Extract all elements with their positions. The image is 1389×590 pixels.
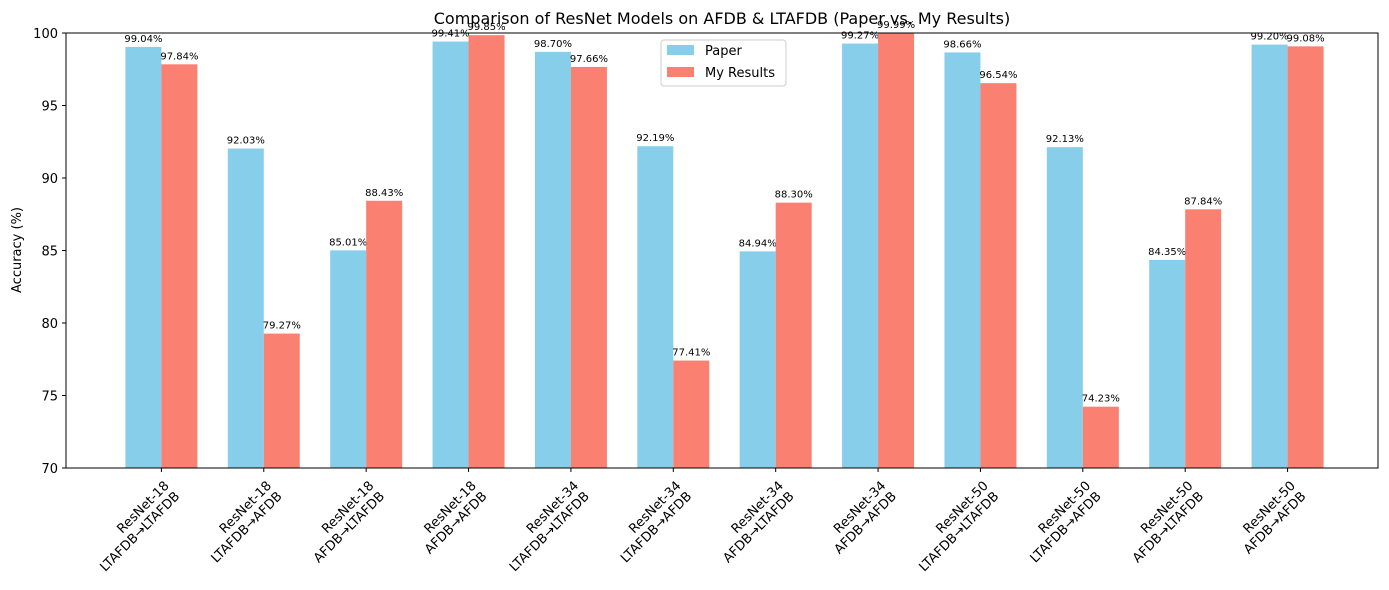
bar-value-label: 98.66% [943,39,981,50]
y-tick-label: 80 [41,317,58,332]
legend-swatch [667,45,694,55]
bar-paper [739,251,776,468]
bar-my-results [878,33,915,469]
bar-paper [125,46,162,469]
bar-value-label: 88.30% [775,190,813,201]
bar-my-results [1082,406,1119,468]
bar-value-label: 84.35% [1148,247,1186,258]
bar-value-label: 84.94% [739,238,777,249]
bar-value-label: 99.27% [841,31,879,42]
y-axis: 70 75 80 85 90 95 100 [33,27,66,477]
bar-my-results [1287,46,1324,469]
bar-value-label: 99.85% [467,22,505,33]
bar-my-results [263,333,300,468]
bar-paper [432,41,469,469]
x-tick-label: ResNet-50AFDB→AFDB [1231,479,1310,558]
bar-paper [842,43,879,469]
bar-value-label: 96.54% [979,70,1017,81]
bar-my-results [1185,209,1222,468]
plot-area: 99.04% 92.03% 85.01% 99.41% 98.70% 92.19% 84.9… [124,20,1325,469]
bar-value-label: 92.19% [636,133,674,144]
bar-paper [1251,44,1288,468]
bar-paper [1149,259,1186,468]
bar-value-label: 79.27% [263,321,301,332]
y-axis-label: Accuracy (%) [10,207,25,293]
bar-value-label: 88.43% [365,188,403,199]
bar-paper [637,146,674,468]
legend-label: My Results [705,66,775,81]
bar-value-label: 99.99% [877,20,915,31]
bar-value-label: 99.04% [124,34,162,45]
bar-paper [944,52,981,469]
x-tick-label: ResNet-18LTAFDB→LTAFDB [87,479,183,575]
bar-my-results [468,35,505,469]
x-tick-label: ResNet-34LTAFDB→LTAFDB [496,479,592,575]
bar-my-results [980,83,1017,469]
bar-paper [1046,147,1083,469]
bar-my-results [673,360,710,468]
x-tick-label: ResNet-18LTAFDB→AFDB [198,479,286,567]
x-axis: ResNet-18LTAFDB→LTAFDB ResNet-18LTAFDB→AF… [87,468,1310,575]
bar-paper [330,250,367,468]
x-tick-label: ResNet-34AFDB→AFDB [821,479,900,558]
bar-value-label: 97.66% [570,54,608,65]
x-tick-label: ResNet-50LTAFDB→AFDB [1017,479,1105,567]
bar-my-results [570,66,607,469]
x-tick-label: ResNet-18AFDB→LTAFDB [300,479,388,567]
bar-value-label: 85.01% [329,237,367,248]
bar-value-label: 92.03% [227,136,265,147]
bar-my-results [775,202,812,468]
bar-value-label: 99.41% [431,29,469,40]
bar-value-label: 87.84% [1184,196,1222,207]
legend-label: Paper [705,44,742,59]
bar-value-label: 99.20% [1251,32,1289,43]
x-tick-label: ResNet-50LTAFDB→LTAFDB [906,479,1002,575]
y-tick-label: 100 [33,27,58,42]
bar-value-label: 99.08% [1287,33,1325,44]
bar-value-label: 97.84% [160,51,198,62]
x-tick-label: ResNet-34AFDB→LTAFDB [710,479,798,567]
chart-title: Comparison of ResNet Models on AFDB & LT… [434,9,1010,28]
x-tick-label: ResNet-18AFDB→AFDB [411,479,490,558]
bar-value-label: 77.41% [672,348,710,359]
x-tick-label: ResNet-50AFDB→LTAFDB [1119,479,1207,567]
bar-value-label: 98.70% [534,39,572,50]
bar-value-label: 92.13% [1046,134,1084,145]
y-tick-label: 90 [41,172,58,187]
y-tick-label: 95 [41,100,58,115]
legend: Paper My Results [660,39,787,87]
y-tick-label: 75 [41,390,58,405]
bar-value-label: 74.23% [1082,394,1120,405]
bar-paper [534,51,571,468]
y-tick-label: 85 [41,245,58,260]
legend-swatch [667,67,694,77]
bar-my-results [366,200,403,468]
y-tick-label: 70 [41,462,58,477]
x-tick-label: ResNet-34LTAFDB→AFDB [607,479,695,567]
bar-paper [227,148,264,468]
bar-my-results [161,64,198,468]
